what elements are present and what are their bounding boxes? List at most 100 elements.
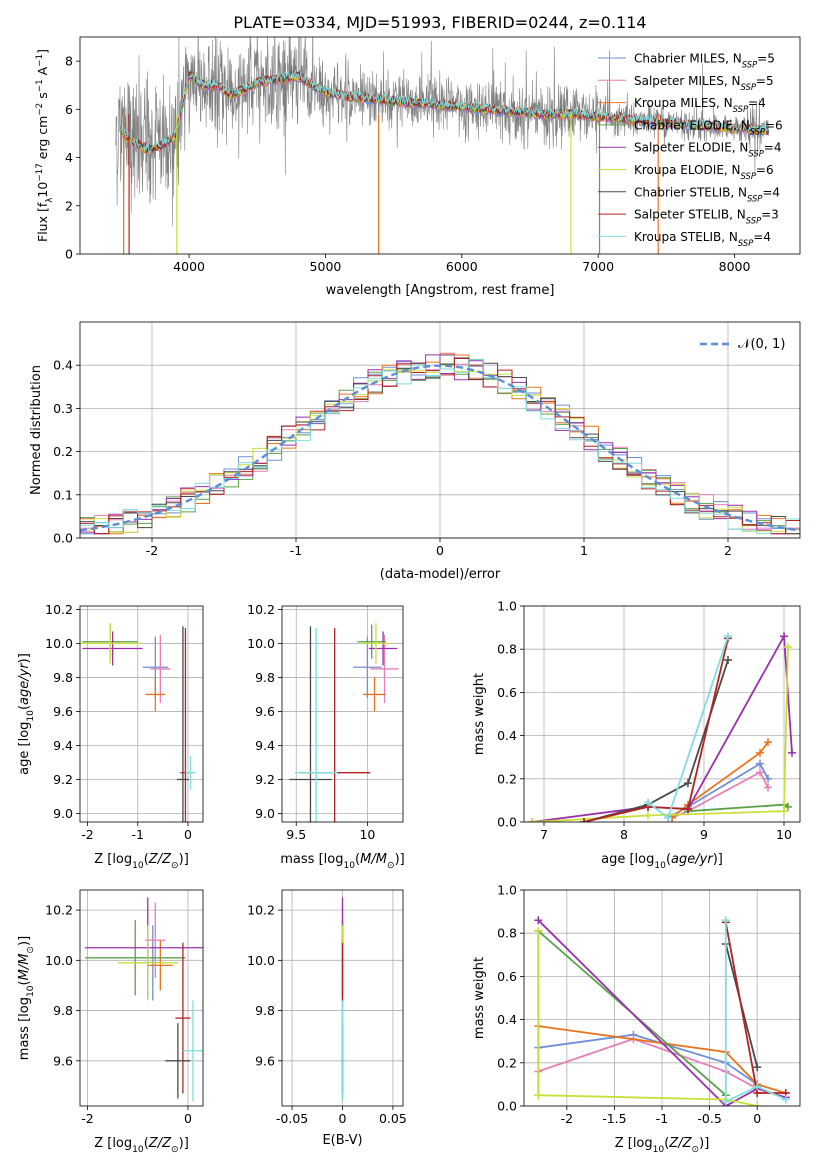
x-axis-label: Z [log10(Z/Z⊙)]	[615, 1136, 710, 1155]
axes-residuals: -2 -1 0 1 2 0.0 0.1 0.2 0.3 0.4 (data-model)/error…	[29, 321, 801, 582]
x-tick-label: 8000	[719, 259, 751, 274]
weight-marker	[724, 656, 732, 664]
y-tick-label: 6	[65, 102, 73, 117]
y-tick-label: 0.4	[497, 728, 517, 743]
y-tick-label: 1.0	[497, 599, 517, 614]
y-tick-label: 1.0	[497, 883, 517, 898]
y-tick-label: 10.2	[45, 602, 73, 617]
x-axis-label: mass [log10(M/M⊙)]	[280, 852, 404, 871]
weight-marker	[756, 748, 764, 757]
y-tick-label: 10.2	[45, 903, 73, 918]
weight-line	[583, 638, 729, 822]
weight-line	[583, 659, 729, 822]
x-tick-label: -1	[290, 543, 302, 558]
weight-marker	[784, 643, 792, 652]
y-tick-label: 9.2	[255, 772, 275, 787]
weight-marker	[724, 632, 732, 641]
label-part: SSP	[733, 104, 749, 114]
label-part: Salpeter ELODIE, N	[634, 141, 748, 155]
label-part: 10	[35, 182, 50, 198]
x-tick-label: 9.5	[286, 827, 306, 842]
label-part: SSP	[741, 171, 757, 181]
label-part: =3	[761, 208, 779, 222]
weight-marker	[756, 759, 764, 768]
legend-label: Salpeter ELODIE, NSSP=4	[634, 141, 782, 159]
axes-frame	[79, 605, 204, 823]
x-tick-label: 0	[753, 1111, 761, 1126]
y-tick-label: 10.2	[247, 602, 275, 617]
label-part: ⊙	[26, 946, 36, 954]
legend-label: Salpeter MILES, NSSP=5	[634, 74, 774, 92]
label-part: 10	[26, 710, 36, 722]
legend-label: Kroupa MILES, NSSP=4	[634, 96, 766, 114]
weight-marker	[753, 1063, 762, 1072]
weight-marker	[644, 811, 652, 820]
y-tick-label: 0.1	[53, 487, 73, 502]
y-axis-label: mass weight	[472, 957, 487, 1039]
label-part: =6	[765, 118, 783, 132]
axes-weight-vs-age: 7 8 9 10 0.0 0.2 0.4 0.6 0.8 1.0 mass weight age [l…	[472, 599, 801, 871]
axes-age-vs-Z: -2 -1 09.09.29.49.69.810.010.2Z [log10(Z/Z…	[17, 602, 204, 871]
label-part: 10	[132, 861, 144, 871]
label-part: mass [log	[17, 997, 32, 1060]
label-part: 10	[654, 861, 666, 871]
y-tick-label: 9.8	[53, 670, 73, 685]
weight-marker	[780, 807, 788, 816]
weight-line	[531, 633, 793, 822]
x-tick-label: 10	[776, 827, 792, 842]
label-part: Z [log	[94, 852, 132, 867]
weight-marker	[684, 805, 692, 814]
label-part: Flux [f	[35, 202, 50, 242]
y-tick-label: 10.0	[45, 953, 73, 968]
y-axis-label: mass weight	[472, 673, 487, 755]
y-tick-label: 10.2	[247, 903, 275, 918]
plot-area	[289, 623, 399, 822]
label-part: ⊙	[692, 1145, 700, 1155]
x-tick-label: 10	[359, 827, 375, 842]
label-part: ⊙	[171, 1145, 179, 1155]
label-part: (	[355, 852, 360, 867]
y-axis-label: Flux [fλ10−17 erg cm−2 s−1 A−1]	[35, 49, 55, 242]
label-part: =4	[748, 96, 766, 110]
x-tick-label: -2	[81, 1111, 93, 1126]
x-tick-label: 2	[724, 543, 732, 558]
label-part: SSP	[748, 149, 764, 159]
label-part: SSP	[738, 238, 754, 248]
x-tick-label: 8	[620, 827, 628, 842]
x-tick-label: -0.05	[276, 1111, 308, 1126]
label-part: )]	[17, 936, 32, 946]
plot-area	[528, 632, 796, 822]
x-tick-label: -1	[656, 1111, 668, 1126]
x-tick-label: -2	[81, 827, 93, 842]
weight-marker	[644, 798, 652, 807]
label-part: Z/Z	[148, 852, 172, 867]
legend-label: Chabrier STELIB, NSSP=4	[634, 185, 780, 203]
axes-mass-vs-Z: -2 09.69.810.010.2Z [log10(Z/Z⊙)]mass [lo…	[17, 889, 204, 1155]
label-part: )]	[713, 852, 723, 867]
label-part: =5	[757, 52, 775, 66]
y-axis-label: mass [log10(M/M⊙)]	[17, 936, 36, 1060]
legend-label: Kroupa ELODIE, NSSP=6	[634, 163, 774, 181]
weight-marker	[684, 779, 692, 788]
axes-frame	[281, 605, 404, 823]
axes-frame	[281, 889, 404, 1107]
label-part: Chabrier MILES, N	[634, 52, 742, 66]
label-part: age/yr	[671, 852, 714, 867]
label-part: Kroupa ELODIE, N	[634, 163, 741, 177]
label-part: ⊙	[171, 861, 179, 871]
weight-line	[531, 646, 789, 822]
label-part: Chabrier STELIB, N	[634, 185, 747, 199]
axes-mass-vs-ebv: -0.05 0 0.05 9.6 9.8 10.0 10.2 E(B-V)	[247, 889, 407, 1148]
label-part: (	[144, 852, 149, 867]
weight-marker	[753, 1082, 762, 1091]
label-part: (	[666, 852, 671, 867]
x-tick-label: 0	[184, 827, 192, 842]
label-part: A	[35, 66, 50, 79]
weight-marker	[764, 738, 772, 747]
weight-line	[687, 803, 789, 813]
x-axis-label: Z [log10(Z/Z⊙)]	[94, 1136, 189, 1155]
weight-marker	[721, 1097, 730, 1106]
y-tick-label: 0.8	[497, 642, 517, 657]
x-tick-label: 0	[339, 1111, 347, 1126]
